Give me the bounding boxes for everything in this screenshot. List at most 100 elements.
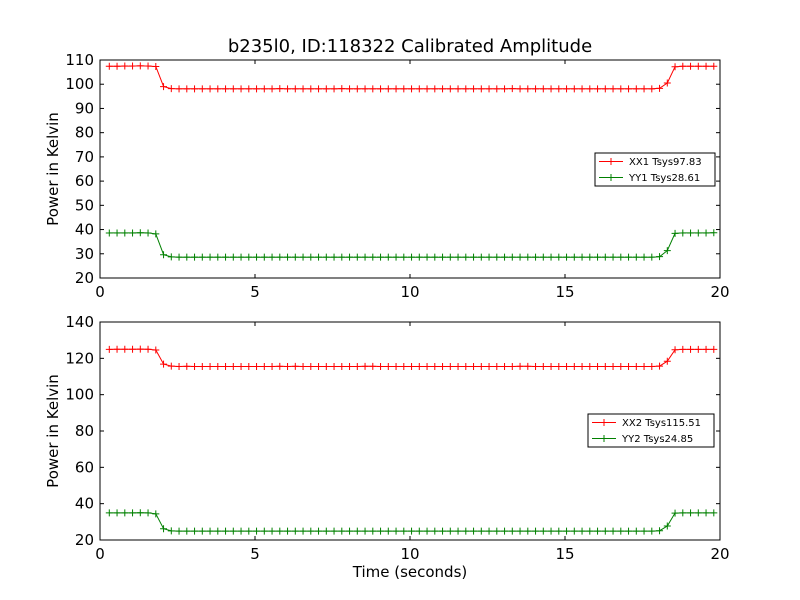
y-tick-label: 70 xyxy=(75,148,94,166)
data-point xyxy=(346,85,354,93)
data-point xyxy=(462,527,470,535)
data-point xyxy=(400,85,408,93)
data-point xyxy=(539,85,547,93)
chart-title: b235l0, ID:118322 Calibrated Amplitude xyxy=(228,36,592,57)
data-point xyxy=(702,345,710,353)
data-point xyxy=(470,527,478,535)
data-point xyxy=(198,253,206,261)
data-point xyxy=(136,229,144,237)
data-point xyxy=(152,63,160,71)
data-point xyxy=(710,62,718,70)
data-point xyxy=(361,253,369,261)
data-point xyxy=(656,84,664,92)
data-point xyxy=(284,85,292,93)
data-point xyxy=(501,363,509,371)
data-point xyxy=(671,509,679,517)
data-point xyxy=(346,363,354,371)
data-point xyxy=(431,363,439,371)
data-point xyxy=(516,362,524,370)
legend: XX2 Tsys115.51 YY2 Tsys24.85 xyxy=(587,413,715,448)
data-point xyxy=(563,527,571,535)
data-point xyxy=(663,247,671,255)
data-point xyxy=(508,253,516,261)
data-point xyxy=(493,85,501,93)
y-axis-label: Power in Kelvin xyxy=(44,112,62,226)
data-point xyxy=(555,85,563,93)
data-point xyxy=(516,527,524,535)
legend-marker xyxy=(600,435,608,442)
data-point xyxy=(338,253,346,261)
data-point xyxy=(268,253,276,261)
data-point xyxy=(152,230,160,238)
data-point xyxy=(625,253,633,261)
data-point xyxy=(501,253,509,261)
data-point xyxy=(338,527,346,535)
data-point xyxy=(508,527,516,535)
data-point xyxy=(245,527,253,535)
data-point xyxy=(322,527,330,535)
y-tick-label: 110 xyxy=(65,51,94,69)
data-point xyxy=(284,363,292,371)
data-point xyxy=(160,525,168,533)
data-point xyxy=(222,253,230,261)
data-point xyxy=(516,253,524,261)
data-point xyxy=(648,527,656,535)
data-point xyxy=(206,363,214,371)
data-point xyxy=(307,363,315,371)
data-point xyxy=(175,363,183,371)
data-point xyxy=(594,363,602,371)
x-axis-label: Time (seconds) xyxy=(352,563,468,581)
data-point xyxy=(586,527,594,535)
y-tick-label: 20 xyxy=(75,531,94,549)
data-point xyxy=(129,62,137,70)
data-point xyxy=(268,527,276,535)
data-point xyxy=(454,85,462,93)
data-point xyxy=(594,253,602,261)
data-point xyxy=(477,527,485,535)
data-point xyxy=(423,253,431,261)
data-point xyxy=(229,85,237,93)
data-point xyxy=(229,363,237,371)
data-point xyxy=(353,363,361,371)
data-point xyxy=(160,83,168,91)
data-point xyxy=(346,253,354,261)
y-tick-label: 100 xyxy=(65,386,94,404)
data-point xyxy=(361,362,369,370)
data-point xyxy=(245,253,253,261)
data-point xyxy=(663,79,671,87)
data-point xyxy=(144,62,152,70)
data-point xyxy=(648,85,656,93)
data-point xyxy=(640,363,648,371)
data-point xyxy=(276,362,284,370)
data-point xyxy=(121,345,129,353)
data-point xyxy=(229,253,237,261)
data-point xyxy=(167,85,175,93)
data-point xyxy=(446,85,454,93)
data-point xyxy=(384,527,392,535)
data-point xyxy=(237,527,245,535)
data-point xyxy=(508,85,516,93)
data-point xyxy=(183,85,191,93)
data-point xyxy=(167,362,175,370)
data-point xyxy=(694,509,702,517)
data-point xyxy=(307,527,315,535)
data-point xyxy=(446,253,454,261)
data-point xyxy=(415,85,423,93)
data-point xyxy=(663,522,671,530)
y-tick-label: 60 xyxy=(75,172,94,190)
data-point xyxy=(191,363,199,371)
data-point xyxy=(640,527,648,535)
data-point xyxy=(105,345,113,353)
data-point xyxy=(601,527,609,535)
y-tick-label: 140 xyxy=(65,313,94,331)
legend: XX1 Tsys97.83 YY1 Tsys28.61 xyxy=(594,152,716,187)
data-point xyxy=(609,85,617,93)
data-point xyxy=(524,253,532,261)
data-point xyxy=(136,509,144,517)
data-point xyxy=(160,360,168,368)
y-tick-label: 20 xyxy=(75,269,94,287)
data-point xyxy=(175,527,183,535)
data-point xyxy=(671,229,679,237)
data-point xyxy=(113,509,121,517)
data-point xyxy=(532,527,540,535)
